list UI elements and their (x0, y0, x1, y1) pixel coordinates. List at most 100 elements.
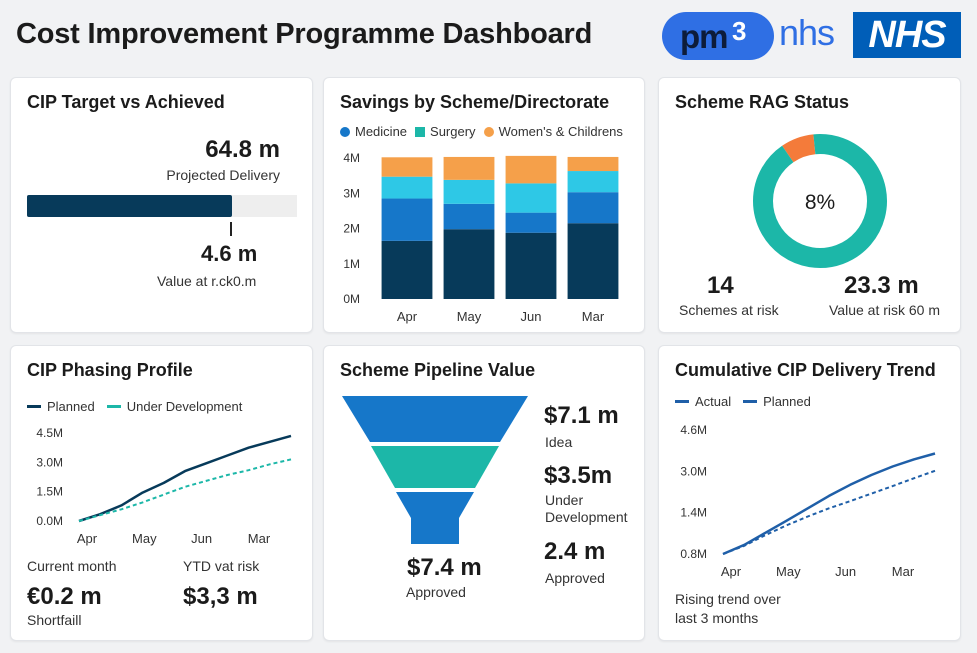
phasing-x-tick: Mar (248, 531, 271, 546)
phasing-series-line (78, 434, 292, 523)
trend-title: Cumulative CIP Delivery Trend (675, 360, 936, 380)
achieved-label: Value at r.ck0.m (157, 273, 257, 289)
phasing-x-tick: Apr (77, 531, 98, 546)
trend-series-line (722, 452, 936, 556)
rag-center-label: 8% (805, 191, 835, 214)
planned-legend-key (743, 400, 758, 403)
savings-bar-segment (567, 223, 619, 299)
phasing-x-tick: May (132, 531, 157, 546)
phasing-chart: 4.5M 3.0M 1.5M 0.0M Apr May Jun Mar (36, 426, 292, 546)
pm3-logo: pm 3 (662, 12, 774, 60)
savings-bar-segment (443, 179, 495, 204)
pipeline-dev-value: $3.5m (544, 462, 613, 489)
trend-chart: 4.6M 3.0M 1.4M 0.8M Apr May Jun Mar (680, 423, 936, 579)
savings-bar-segment (443, 203, 495, 230)
phasing-y-tick: 4.5M (36, 426, 63, 440)
trend-x-tick: Apr (721, 564, 742, 579)
savings-bar-segment (567, 171, 619, 193)
projected-value: 64.8 m (205, 136, 280, 163)
savings-chart: 4M 3M 2M 1M 0M Apr May Jun Mar (343, 151, 619, 324)
legend-planned: Planned (47, 399, 95, 414)
legend-womens: Women's & Childrens (498, 124, 623, 139)
phasing-x-tick: Jun (191, 531, 212, 546)
medicine-legend-dot (340, 126, 350, 137)
pipeline-approved-label: Approved (545, 570, 605, 586)
trend-x-tick: Jun (835, 564, 856, 579)
trend-x-tick: May (776, 564, 801, 579)
trend-legend: Actual Planned (675, 394, 811, 409)
phasing-card[interactable]: CIP Phasing Profile Planned Under Develo… (10, 345, 313, 641)
legend-medicine: Medicine (355, 124, 408, 139)
savings-bar-segment (505, 183, 557, 213)
savings-x-tick: Apr (397, 309, 418, 324)
trend-card[interactable]: Cumulative CIP Delivery Trend Actual Pla… (658, 345, 961, 641)
pm3-logo-sup: 3 (732, 16, 747, 46)
savings-y-tick: 1M (343, 257, 360, 271)
surgery-legend-square (415, 126, 426, 137)
legend-under-development: Under Development (126, 399, 243, 414)
value-at-risk: 23.3 m (844, 272, 919, 299)
schemes-at-risk-label: Schemes at risk (679, 302, 779, 318)
savings-y-tick: 0M (343, 292, 360, 306)
savings-bar-segment (505, 212, 557, 233)
page-title: Cost Improvement Programme Dashboard (16, 18, 593, 50)
pipeline-idea-label: Idea (545, 434, 573, 450)
target-progress-track (27, 195, 297, 217)
savings-bar-segment (443, 156, 495, 180)
savings-x-tick: Mar (582, 309, 605, 324)
savings-bar-segment (381, 198, 433, 241)
value-at-risk-label: Value at risk 60 m (829, 302, 941, 318)
projected-label: Projected Delivery (166, 167, 280, 183)
pipeline-dev-label-2: Development (545, 509, 628, 525)
pipeline-funnel (342, 396, 528, 544)
cip-target-card[interactable]: CIP Target vs Achieved 64.8 m Projected … (10, 77, 313, 333)
savings-bar-segment (505, 232, 557, 299)
savings-bar-segment (567, 156, 619, 172)
savings-legend: Medicine Surgery Women's & Childrens (340, 124, 623, 139)
pipeline-card[interactable]: Scheme Pipeline Value $7.1 m Idea $3.5m … (323, 345, 645, 641)
pipeline-dev-label-1: Under (545, 492, 584, 508)
trend-y-tick: 1.4M (680, 506, 707, 520)
pm3-logo-text: pm (680, 18, 728, 55)
trend-note-1: Rising trend over (675, 591, 781, 607)
rag-card[interactable]: Scheme RAG Status 8% 14 Schemes at risk … (658, 77, 961, 333)
current-month-label: Current month (27, 558, 117, 574)
header: Cost Improvement Programme Dashboard pm … (0, 0, 977, 74)
ytd-value: $3,3 m (183, 583, 258, 610)
achieved-value: 4.6 m (201, 241, 258, 266)
savings-x-tick: Jun (521, 309, 542, 324)
rag-slice (782, 134, 816, 163)
funnel-stage-development (371, 446, 499, 488)
trend-y-tick: 3.0M (680, 464, 707, 478)
phasing-legend: Planned Under Development (27, 399, 242, 414)
trend-series-line (722, 469, 936, 555)
savings-bar-segment (505, 155, 557, 184)
trend-note-2: last 3 months (675, 610, 759, 626)
savings-x-tick: May (457, 309, 482, 324)
current-month-sub: Shortfaill (27, 612, 82, 628)
savings-y-tick: 3M (343, 186, 360, 200)
savings-bar-segment (381, 157, 433, 177)
achieved-marker (230, 222, 232, 236)
rag-slice (753, 134, 887, 268)
pipeline-title: Scheme Pipeline Value (340, 360, 536, 380)
phasing-y-tick: 1.5M (36, 485, 63, 499)
savings-bar-segment (381, 240, 433, 299)
savings-bar-segment (567, 192, 619, 224)
legend-actual: Actual (695, 394, 732, 409)
pipeline-idea-value: $7.1 m (544, 402, 619, 429)
legend-planned: Planned (763, 394, 811, 409)
rag-donut: 8% (753, 134, 887, 268)
cip-target-title: CIP Target vs Achieved (27, 92, 225, 112)
savings-y-tick: 2M (343, 222, 360, 236)
trend-y-tick: 0.8M (680, 547, 707, 561)
target-progress-fill (27, 195, 233, 217)
nhs-logo: NHS (853, 12, 961, 58)
schemes-at-risk-value: 14 (707, 272, 734, 299)
savings-y-tick: 4M (343, 151, 360, 165)
phasing-y-tick: 3.0M (36, 455, 63, 469)
savings-card[interactable]: Savings by Scheme/Directorate Medicine S… (323, 77, 645, 333)
phasing-series-line (78, 458, 292, 522)
dev-legend-key (106, 405, 121, 408)
planned-legend-key (27, 405, 41, 408)
